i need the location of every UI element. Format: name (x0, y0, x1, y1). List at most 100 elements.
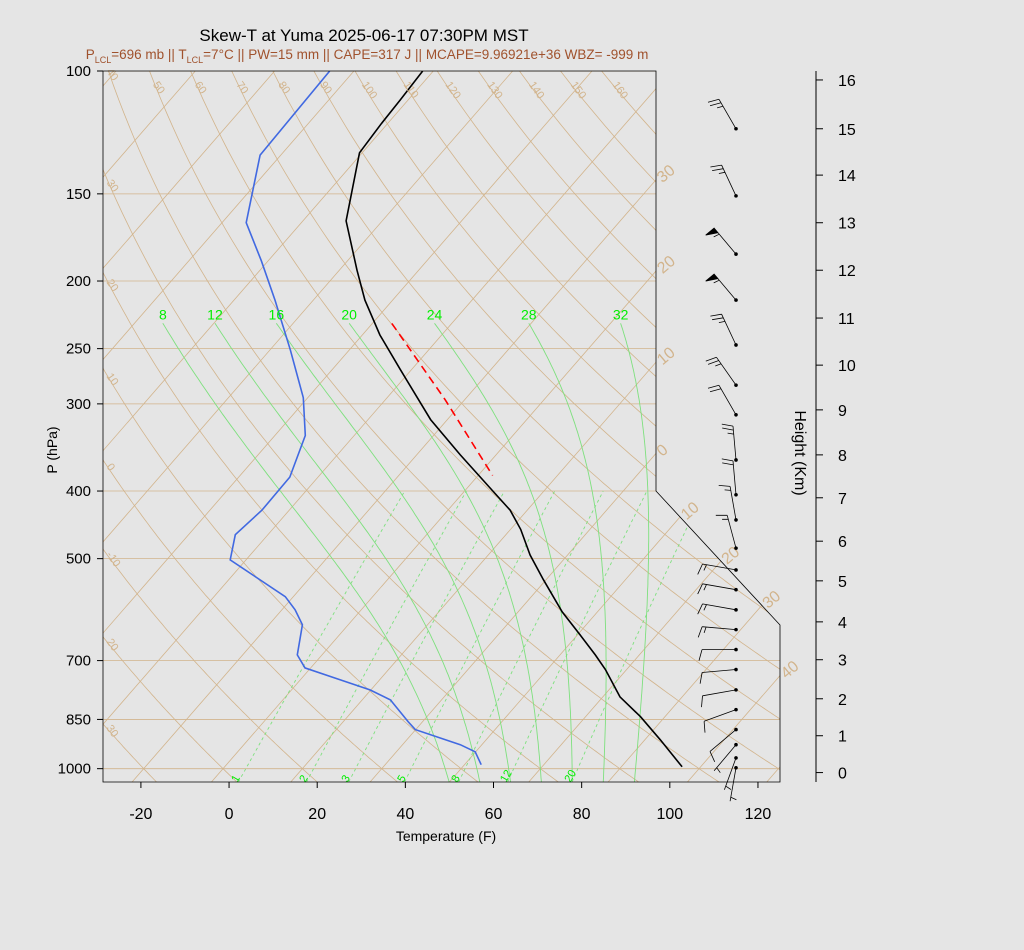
isotherm (103, 71, 672, 782)
moist-adiabat-label: 12 (207, 306, 223, 322)
wind-barb (698, 649, 736, 661)
mixing-ratio-label: 8 (449, 773, 462, 784)
y-tick-label: 150 (66, 186, 91, 203)
x-tick-label: 0 (225, 806, 234, 823)
dry-adiabat-label: 0 (104, 462, 117, 474)
wind-barb (710, 313, 737, 346)
moist-adiabat-label: 16 (269, 306, 285, 322)
dry-adiabat-label: 20 (104, 277, 121, 294)
wind-level-dot (734, 194, 738, 198)
dry-adiabat (103, 71, 157, 782)
height-tick-label: 1 (838, 729, 847, 746)
height-tick-label: 8 (838, 448, 847, 465)
y-tick-label: 700 (66, 653, 91, 670)
mixing-ratio-line (404, 490, 556, 782)
isotherm (103, 71, 593, 782)
height-tick-label: 14 (838, 168, 856, 185)
wind-level-dot (734, 546, 738, 550)
dry-adiabat-label: 70 (234, 79, 251, 96)
wind-level-dot (734, 458, 738, 462)
moist-adiabat (348, 323, 542, 782)
y-tick-label: 500 (66, 551, 91, 568)
wind-level-dot (734, 343, 738, 347)
sounding-line (391, 322, 494, 476)
x-tick-label: 40 (396, 806, 414, 823)
wind-barb (697, 603, 737, 615)
wind-level-dot (734, 126, 738, 131)
isotherm (528, 71, 780, 782)
wind-level-dot (734, 608, 738, 612)
height-tick-label: 6 (838, 534, 847, 551)
subtitle-part: =7°C || PW=15 mm || CAPE=317 J || MCAPE=… (203, 47, 648, 62)
wind-barb (701, 689, 737, 708)
moist-adiabat (620, 323, 650, 782)
dry-adiabat (149, 71, 780, 782)
height-tick-label: 16 (838, 73, 856, 90)
dry-adiabat-label: 80 (275, 79, 292, 96)
moist-adiabat-label: 8 (159, 306, 167, 322)
mixing-ratio-label: 20 (562, 768, 579, 785)
dry-adiabat-label: 50 (150, 79, 167, 96)
dry-adiabat (108, 71, 720, 782)
x-tick-label: 20 (308, 806, 326, 823)
dry-adiabat (103, 71, 398, 782)
wind-barb (703, 709, 737, 733)
x-tick-label: 120 (745, 806, 772, 823)
wind-level-dot (734, 412, 738, 417)
wind-barb (729, 767, 737, 802)
dry-adiabat-label: 20 (104, 637, 121, 654)
moist-adiabat-label: 32 (613, 306, 629, 322)
wind-barb (718, 485, 737, 520)
dry-adiabat (272, 71, 780, 782)
dry-adiabat (103, 71, 639, 782)
wind-barb (707, 98, 737, 129)
x-tick-label: 100 (656, 806, 683, 823)
moist-adiabat (162, 323, 451, 782)
dry-adiabat-label: 60 (192, 79, 209, 96)
wind-level-dot (734, 298, 738, 302)
isotherm (103, 71, 434, 782)
height-tick-label: 7 (838, 491, 847, 508)
wind-barb (699, 669, 737, 684)
height-tick-label: 10 (838, 358, 856, 375)
mixing-ratio-label: 5 (395, 773, 408, 784)
mixing-ratio-line (348, 490, 505, 782)
moist-adiabat-label: 20 (341, 306, 357, 322)
dry-adiabat (103, 71, 559, 782)
moist-adiabat (434, 323, 573, 782)
isotherm (131, 71, 751, 782)
mixing-ratio-line (306, 490, 467, 782)
wind-barb (705, 356, 737, 386)
wind-barb (721, 458, 737, 495)
mixing-ratio-line (458, 490, 604, 782)
wind-barb (705, 273, 737, 301)
x-tick-label: 80 (573, 806, 591, 823)
height-tick-label: 12 (838, 263, 856, 280)
height-tick-label: 5 (838, 574, 847, 591)
wind-barb (715, 514, 737, 549)
wind-level-dot (734, 647, 738, 652)
wind-barb (697, 563, 737, 575)
y-tick-label: 100 (66, 63, 91, 80)
moist-adiabat (528, 323, 607, 782)
height-tick-label: 13 (838, 216, 856, 233)
dry-adiabat-label: 10 (104, 371, 121, 388)
wind-barb (707, 384, 737, 415)
dry-adiabat-label: 90 (317, 79, 334, 96)
dry-adiabat (103, 71, 479, 782)
sounding-line (345, 71, 683, 768)
wind-level-dot (734, 587, 738, 592)
mixing-ratio-line (571, 490, 705, 782)
wind-level-dot (734, 627, 738, 632)
wind-level-dot (734, 518, 738, 522)
isotherm (607, 71, 780, 782)
wind-barb (713, 744, 737, 773)
x-axis-label: Temperature (F) (396, 828, 496, 844)
dry-adiabat (103, 71, 318, 782)
mixing-ratio-label: 2 (297, 773, 310, 784)
x-tick-label: 60 (485, 806, 503, 823)
x-tick-label: -20 (129, 806, 152, 823)
dry-adiabat (190, 71, 780, 782)
chart-subtitle: PLCL=696 mb || TLCL=7°C || PW=15 mm || C… (86, 47, 649, 65)
